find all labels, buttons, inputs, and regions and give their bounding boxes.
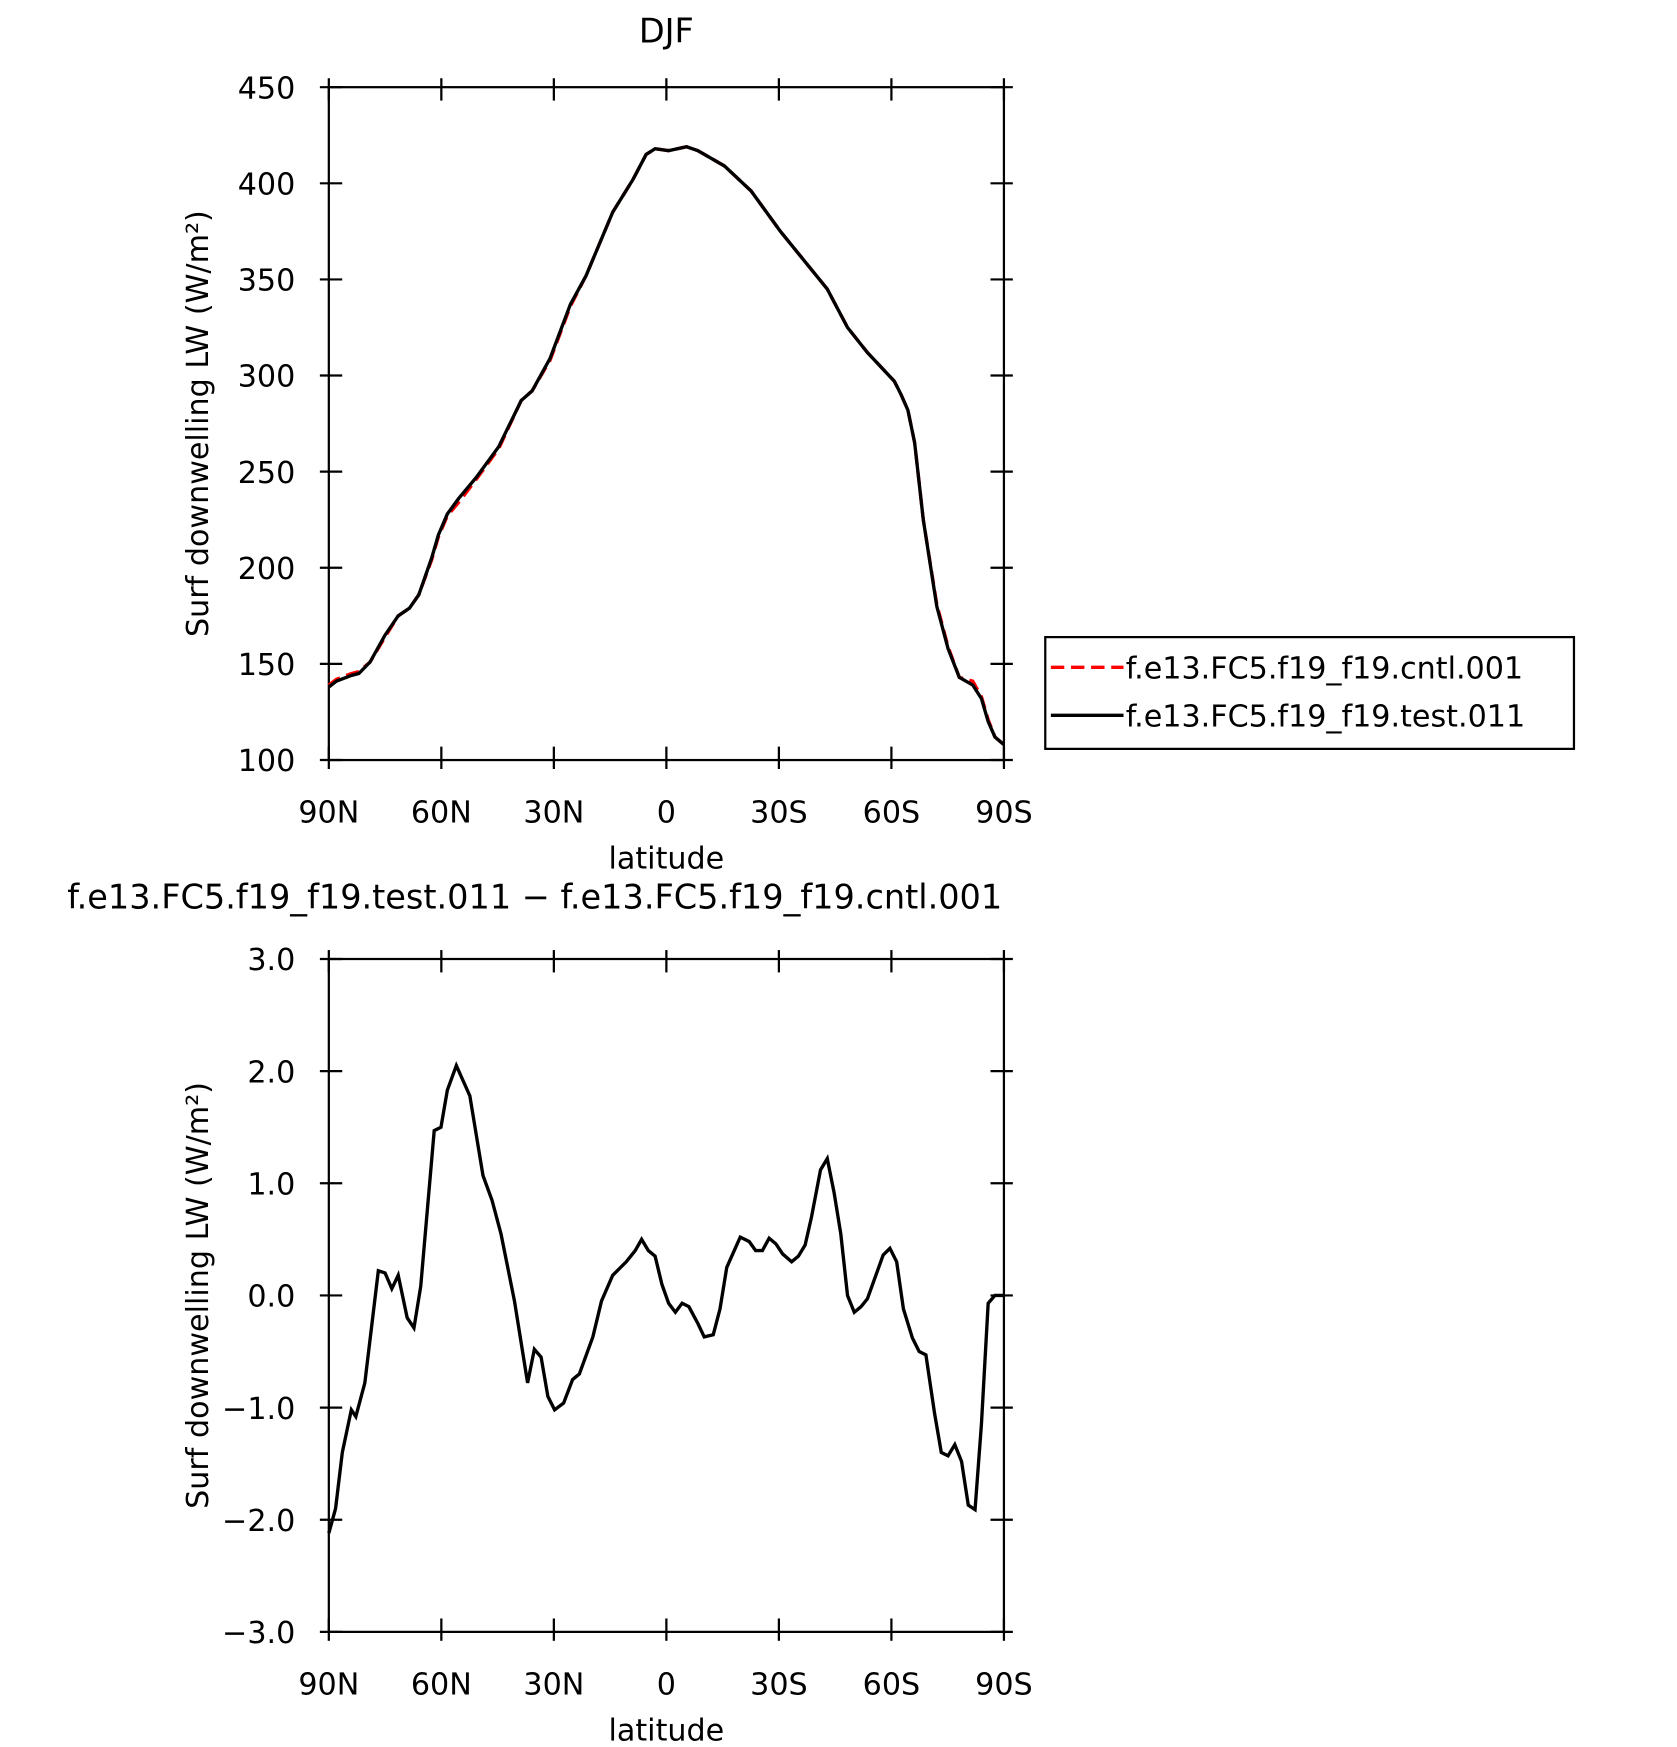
x-tick-label: 0 xyxy=(657,796,676,831)
y-tick-label: 100 xyxy=(238,744,296,779)
y-tick-label: −1.0 xyxy=(222,1392,295,1427)
x-tick-label: 0 xyxy=(657,1667,676,1702)
x-axis-label: latitude xyxy=(609,841,725,876)
x-tick-label: 60N xyxy=(411,1667,472,1702)
legend-label: f.e13.FC5.f19_f19.cntl.001 xyxy=(1126,651,1523,686)
y-tick-label: 200 xyxy=(238,552,296,587)
plot-frame xyxy=(327,86,1006,762)
x-tick-label: 90S xyxy=(975,796,1033,831)
y-tick-label: 150 xyxy=(238,648,296,683)
y-tick-label: 300 xyxy=(238,360,296,395)
chart-title: f.e13.FC5.f19_f19.test.011 − f.e13.FC5.f… xyxy=(67,878,1002,917)
x-tick-label: 30N xyxy=(523,1667,584,1702)
x-tick-label: 30N xyxy=(523,796,584,831)
data-line xyxy=(327,145,1006,746)
y-tick-label: 1.0 xyxy=(247,1167,295,1202)
x-tick-label: 90N xyxy=(298,1667,359,1702)
y-tick-label: 250 xyxy=(238,456,296,491)
x-axis-label: latitude xyxy=(609,1713,725,1747)
x-tick-label: 90N xyxy=(298,796,359,831)
chart-title: DJF xyxy=(639,11,694,50)
y-tick-label: −3.0 xyxy=(222,1616,295,1651)
y-tick-label: 0.0 xyxy=(247,1280,295,1315)
x-tick-label: 60S xyxy=(863,1667,921,1702)
y-tick-label: 2.0 xyxy=(247,1055,295,1090)
y-axis-label: Surf downwelling LW (W/m²) xyxy=(181,1082,216,1509)
legend-label: f.e13.FC5.f19_f19.test.011 xyxy=(1126,700,1525,735)
x-tick-label: 30S xyxy=(750,1667,808,1702)
y-axis-label: Surf downwelling LW (W/m²) xyxy=(181,210,216,637)
x-tick-label: 60N xyxy=(411,796,472,831)
x-tick-label: 30S xyxy=(750,796,808,831)
data-line xyxy=(327,145,1006,746)
y-tick-label: 350 xyxy=(238,264,296,299)
y-tick-label: 3.0 xyxy=(247,943,295,978)
y-tick-label: 400 xyxy=(238,167,296,202)
legend-box xyxy=(1044,635,1576,750)
y-tick-label: 450 xyxy=(238,71,296,106)
x-tick-label: 90S xyxy=(975,1667,1033,1702)
y-tick-label: −2.0 xyxy=(222,1504,295,1539)
x-tick-label: 60S xyxy=(863,796,921,831)
data-line xyxy=(327,1061,1004,1534)
